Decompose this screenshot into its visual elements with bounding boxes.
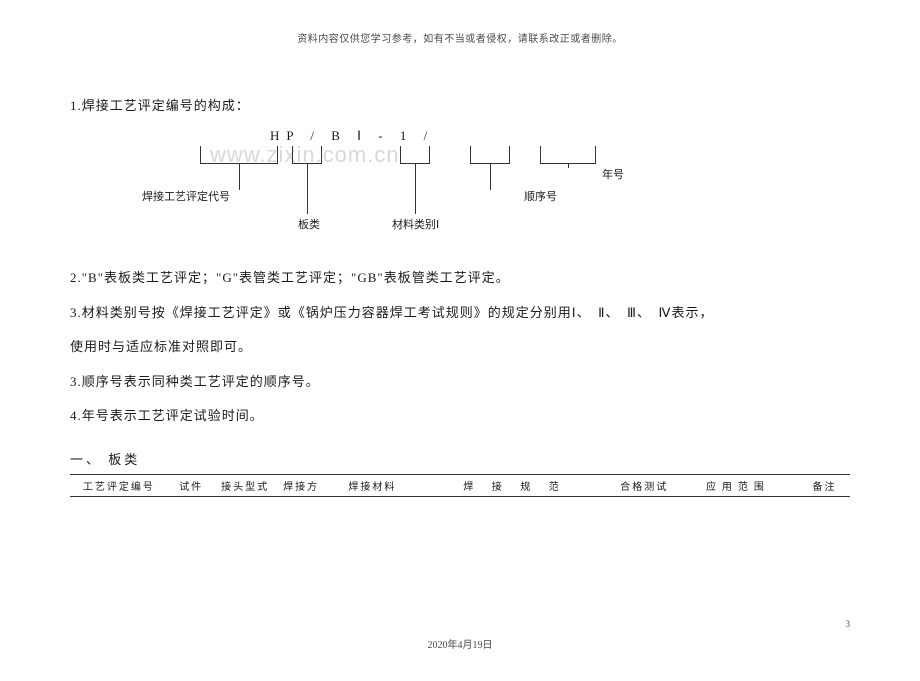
bracket-1-line	[490, 164, 491, 190]
th-remark: 备注	[799, 474, 850, 496]
content-area: 1.焊接工艺评定编号的构成： www.zixin.com.cn HP / B Ⅰ…	[0, 45, 920, 497]
bracket-i-line	[415, 164, 416, 214]
th-joint: 接头型式	[215, 474, 276, 496]
th-weld: 焊接方	[276, 474, 327, 496]
paragraph-3a: 3.材料类别号按《焊接工艺评定》或《锅炉压力容器焊工考试规则》的规定分别用Ⅰ、 …	[70, 299, 850, 328]
label-1: 顺序号	[524, 188, 557, 204]
th-code: 工艺评定编号	[70, 474, 168, 496]
th-scope: 应用范围	[677, 474, 799, 496]
th-pass: 合格测试	[612, 474, 677, 496]
section-table-title: 一、 板类	[70, 449, 850, 468]
th-specimen: 试件	[168, 474, 215, 496]
bracket-hp	[200, 146, 278, 164]
th-spec: 焊 接 规 范	[418, 474, 611, 496]
bracket-year-line	[568, 164, 569, 168]
bracket-i	[400, 146, 430, 164]
table-header-row: 工艺评定编号 试件 接头型式 焊接方 焊接材料 焊 接 规 范 合格测试 应用范…	[70, 474, 850, 496]
code-diagram: www.zixin.com.cn HP / B Ⅰ - 1 / 焊接工艺评定代号…	[130, 128, 750, 238]
section-1-title: 1.焊接工艺评定编号的构成：	[70, 95, 850, 114]
paragraph-2: 2."B"表板类工艺评定；"G"表管类工艺评定；"GB"表板管类工艺评定。	[70, 264, 850, 293]
code-string: HP / B Ⅰ - 1 /	[270, 128, 434, 144]
paragraph-5: 4.年号表示工艺评定试验时间。	[70, 402, 850, 431]
label-b: 板类	[298, 216, 320, 232]
bracket-year	[540, 146, 596, 164]
data-table: 工艺评定编号 试件 接头型式 焊接方 焊接材料 焊 接 规 范 合格测试 应用范…	[70, 474, 850, 497]
label-year: 年号	[602, 166, 624, 182]
header-disclaimer: 资料内容仅供您学习参考，如有不当或者侵权，请联系改正或者删除。	[0, 30, 920, 45]
paragraph-4: 3.顺序号表示同种类工艺评定的顺序号。	[70, 368, 850, 397]
page-number: 3	[846, 619, 851, 629]
bracket-hp-line	[239, 164, 240, 190]
footer-date: 2020年4月19日	[0, 636, 920, 651]
bracket-b-line	[307, 164, 308, 214]
bracket-1	[470, 146, 510, 164]
bracket-b	[292, 146, 322, 164]
label-i: 材料类别Ⅰ	[392, 216, 439, 232]
th-material: 焊接材料	[327, 474, 419, 496]
paragraph-3b: 使用时与适应标准对照即可。	[70, 333, 850, 362]
label-hp: 焊接工艺评定代号	[142, 188, 230, 204]
